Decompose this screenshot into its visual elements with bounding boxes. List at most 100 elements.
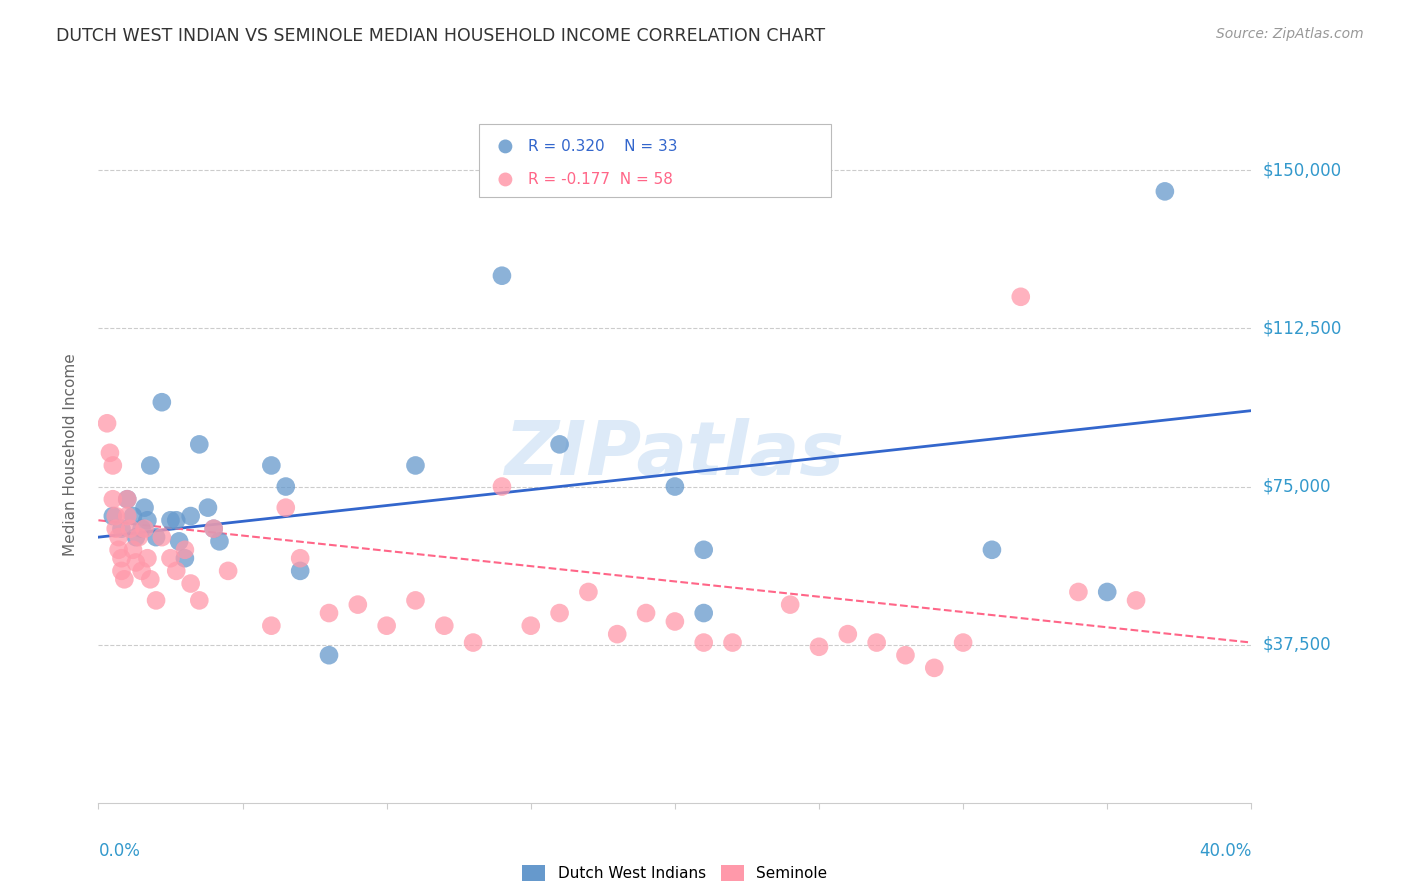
- Point: [120, 522, 142, 536]
- Point: [110, 564, 132, 578]
- Point: [461, 635, 484, 649]
- Point: [346, 598, 368, 612]
- Point: [318, 606, 340, 620]
- Point: [1097, 585, 1119, 599]
- Text: Source: ZipAtlas.com: Source: ZipAtlas.com: [1216, 27, 1364, 41]
- Point: [101, 458, 124, 473]
- Point: [1067, 585, 1090, 599]
- Point: [1105, 796, 1128, 810]
- Point: [180, 509, 202, 524]
- Text: R = -0.177  N = 58: R = -0.177 N = 58: [529, 172, 673, 187]
- Point: [290, 551, 312, 566]
- Point: [174, 551, 197, 566]
- Point: [693, 606, 716, 620]
- Point: [491, 479, 513, 493]
- Point: [693, 635, 716, 649]
- Point: [150, 395, 173, 409]
- Point: [837, 627, 859, 641]
- Point: [1105, 796, 1128, 810]
- Point: [202, 522, 225, 536]
- Point: [131, 522, 153, 536]
- Point: [139, 458, 162, 473]
- Text: R = 0.320    N = 33: R = 0.320 N = 33: [529, 139, 678, 154]
- Point: [375, 618, 398, 632]
- Point: [167, 534, 190, 549]
- Point: [110, 551, 132, 566]
- Point: [117, 492, 138, 507]
- Point: [405, 593, 427, 607]
- Text: $75,000: $75,000: [1263, 477, 1331, 496]
- Point: [217, 564, 239, 578]
- Point: [104, 509, 127, 524]
- Point: [107, 542, 129, 557]
- Text: $112,500: $112,500: [1263, 319, 1341, 337]
- Point: [274, 479, 297, 493]
- Point: [165, 513, 187, 527]
- Point: [520, 618, 543, 632]
- Point: [260, 458, 283, 473]
- Point: [145, 593, 167, 607]
- Point: [274, 500, 297, 515]
- Text: $37,500: $37,500: [1263, 636, 1331, 654]
- Point: [122, 509, 145, 524]
- Y-axis label: Median Household Income: Median Household Income: [63, 353, 77, 557]
- Point: [807, 640, 830, 654]
- Point: [112, 572, 135, 586]
- Point: [165, 564, 187, 578]
- Point: [188, 593, 211, 607]
- Point: [208, 534, 231, 549]
- Point: [180, 576, 202, 591]
- Point: [159, 551, 181, 566]
- Point: [664, 615, 686, 629]
- FancyBboxPatch shape: [479, 124, 831, 197]
- Point: [117, 509, 138, 524]
- Point: [721, 635, 744, 649]
- Text: ZIPatlas: ZIPatlas: [505, 418, 845, 491]
- Point: [104, 522, 127, 536]
- Point: [134, 522, 156, 536]
- Point: [150, 530, 173, 544]
- Point: [952, 635, 974, 649]
- Point: [188, 437, 211, 451]
- Point: [433, 618, 456, 632]
- Point: [101, 509, 124, 524]
- Point: [981, 542, 1004, 557]
- Point: [98, 446, 121, 460]
- Point: [101, 492, 124, 507]
- Point: [96, 417, 118, 431]
- Point: [548, 437, 571, 451]
- Point: [110, 522, 132, 536]
- Point: [202, 522, 225, 536]
- Point: [779, 598, 801, 612]
- Point: [1010, 290, 1032, 304]
- Text: 40.0%: 40.0%: [1199, 842, 1251, 860]
- Text: $150,000: $150,000: [1263, 161, 1341, 179]
- Point: [548, 606, 571, 620]
- Text: 0.0%: 0.0%: [98, 842, 141, 860]
- Point: [664, 479, 686, 493]
- Point: [139, 572, 162, 586]
- Point: [260, 618, 283, 632]
- Point: [117, 492, 138, 507]
- Point: [318, 648, 340, 663]
- Point: [491, 268, 513, 283]
- Point: [290, 564, 312, 578]
- Point: [159, 513, 181, 527]
- Point: [174, 542, 197, 557]
- Point: [405, 458, 427, 473]
- Point: [122, 542, 145, 557]
- Point: [107, 530, 129, 544]
- Point: [128, 530, 150, 544]
- Point: [1153, 185, 1175, 199]
- Point: [145, 530, 167, 544]
- Point: [1125, 593, 1147, 607]
- Point: [131, 564, 153, 578]
- Point: [197, 500, 219, 515]
- Legend: Dutch West Indians, Seminole: Dutch West Indians, Seminole: [516, 859, 834, 888]
- Point: [136, 551, 159, 566]
- Point: [125, 530, 148, 544]
- Point: [866, 635, 889, 649]
- Point: [134, 500, 156, 515]
- Point: [922, 661, 945, 675]
- Point: [136, 513, 159, 527]
